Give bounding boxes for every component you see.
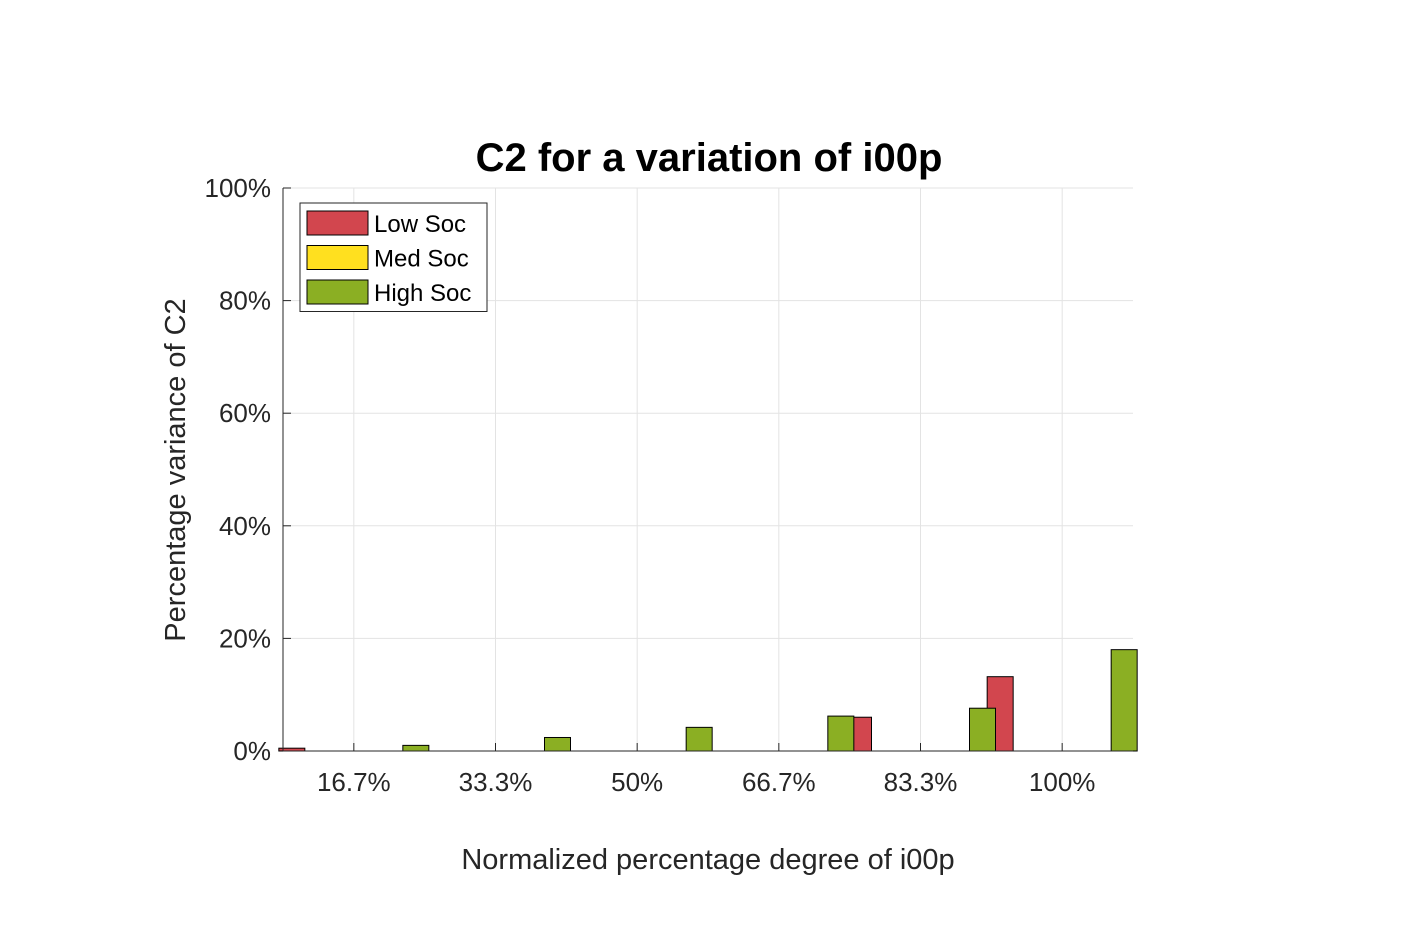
- bar-high-soc-6: [1110, 649, 1138, 752]
- x-tick-label: 66.7%: [742, 767, 816, 797]
- y-tick-label: 80%: [219, 286, 271, 316]
- y-axis-label: Percentage variance of C2: [160, 298, 192, 641]
- x-tick-label: 16.7%: [317, 767, 391, 797]
- legend-label-high-soc: High Soc: [374, 280, 471, 307]
- bar-high-soc-1: [402, 744, 430, 752]
- legend-label-med-soc: Med Soc: [374, 246, 469, 273]
- bar-high-soc-3: [685, 726, 713, 752]
- y-tick-label: 60%: [219, 398, 271, 428]
- x-tick-label: 83.3%: [884, 767, 958, 797]
- chart-title: C2 for a variation of i00p: [476, 136, 943, 180]
- bars-layer: [278, 649, 1138, 752]
- y-tick-label: 40%: [219, 511, 271, 541]
- legend: Low Soc Med Soc High Soc: [299, 202, 488, 312]
- legend-label-low-soc: Low Soc: [374, 211, 466, 238]
- y-tick-label: 100%: [205, 173, 272, 203]
- legend-swatch-med-soc: [306, 245, 369, 270]
- x-axis-label: Normalized percentage degree of i00p: [461, 844, 954, 876]
- bar-high-soc-2: [544, 736, 571, 752]
- y-tick-label: 0%: [233, 736, 271, 766]
- bar-high-soc-4: [827, 715, 855, 752]
- y-tick-label: 20%: [219, 623, 271, 653]
- x-tick-label: 50%: [611, 767, 663, 797]
- ticks-layer: 0% 20% 40% 60% 80% 100% 16.7% 33.3% 50% 66.7% 83.3…: [205, 173, 1096, 797]
- axes-layer: [282, 188, 1133, 752]
- legend-swatch-high-soc: [306, 279, 369, 305]
- bar-high-soc-5: [969, 707, 996, 752]
- x-tick-label: 33.3%: [459, 767, 533, 797]
- legend-swatch-low-soc: [306, 210, 369, 236]
- x-tick-label: 100%: [1029, 767, 1096, 797]
